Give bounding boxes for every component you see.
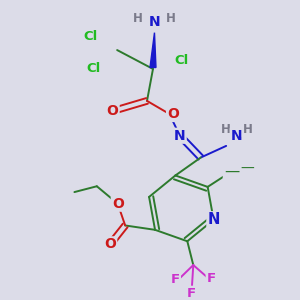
Text: O: O xyxy=(167,107,179,121)
Text: F: F xyxy=(207,272,216,285)
Text: H: H xyxy=(133,12,143,25)
Text: N: N xyxy=(174,129,186,143)
Text: O: O xyxy=(112,197,124,211)
Text: —: — xyxy=(241,162,254,176)
Text: Cl: Cl xyxy=(86,62,100,75)
Text: N: N xyxy=(231,129,242,143)
Text: O: O xyxy=(107,104,118,118)
Text: —: — xyxy=(224,164,239,178)
Text: N: N xyxy=(207,212,220,227)
Text: Cl: Cl xyxy=(83,31,98,44)
Text: F: F xyxy=(187,287,196,300)
Text: N: N xyxy=(149,15,160,29)
Text: H: H xyxy=(243,123,253,136)
Polygon shape xyxy=(150,33,156,68)
Text: Cl: Cl xyxy=(174,54,188,67)
Text: O: O xyxy=(104,237,116,251)
Text: H: H xyxy=(221,123,231,136)
Text: F: F xyxy=(171,273,180,286)
Text: H: H xyxy=(166,12,176,25)
